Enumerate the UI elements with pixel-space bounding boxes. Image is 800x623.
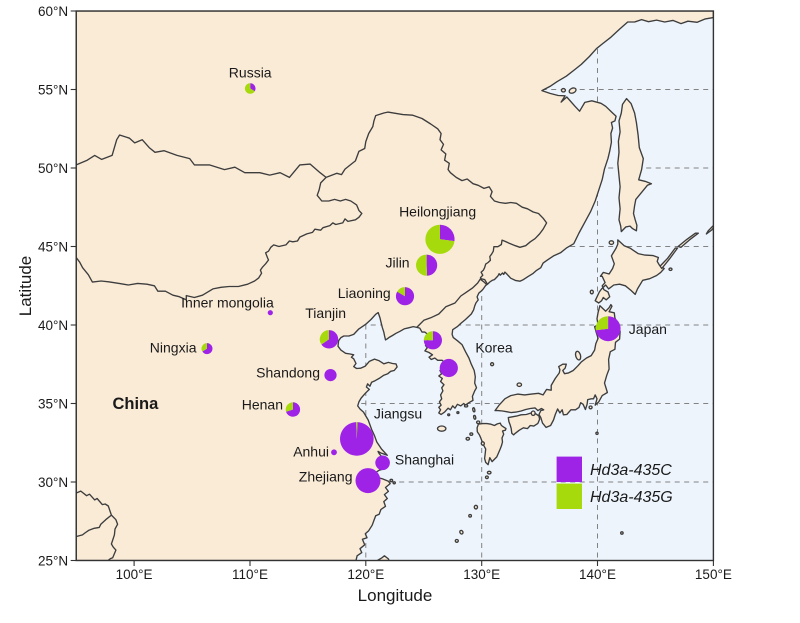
svg-text:Henan: Henan bbox=[242, 397, 283, 413]
svg-text:55°N: 55°N bbox=[38, 82, 68, 97]
svg-text:China: China bbox=[112, 395, 159, 413]
svg-text:Russia: Russia bbox=[229, 65, 272, 81]
svg-text:Anhui: Anhui bbox=[293, 444, 329, 460]
svg-text:Hd3a-435C: Hd3a-435C bbox=[590, 462, 672, 479]
svg-text:110°E: 110°E bbox=[232, 567, 268, 582]
svg-text:30°N: 30°N bbox=[38, 475, 68, 490]
svg-text:45°N: 45°N bbox=[38, 239, 68, 254]
svg-text:Longitude: Longitude bbox=[358, 586, 433, 605]
svg-text:Zhejiang: Zhejiang bbox=[299, 469, 353, 485]
svg-text:Latitude: Latitude bbox=[16, 256, 35, 317]
svg-text:50°N: 50°N bbox=[38, 161, 68, 176]
svg-text:Japan: Japan bbox=[629, 321, 667, 337]
svg-text:120°E: 120°E bbox=[347, 567, 384, 582]
svg-text:Shanghai: Shanghai bbox=[395, 452, 454, 468]
svg-text:Ningxia: Ningxia bbox=[150, 340, 197, 356]
svg-text:Shandong: Shandong bbox=[256, 365, 320, 381]
svg-text:Korea: Korea bbox=[475, 340, 513, 356]
svg-text:100°E: 100°E bbox=[116, 567, 153, 582]
svg-text:Tianjin: Tianjin bbox=[305, 305, 346, 321]
svg-text:40°N: 40°N bbox=[38, 318, 68, 333]
svg-text:25°N: 25°N bbox=[38, 553, 68, 568]
svg-text:Jiangsu: Jiangsu bbox=[374, 406, 422, 422]
svg-text:Inner mongolia: Inner mongolia bbox=[181, 295, 274, 311]
svg-text:Hd3a-435G: Hd3a-435G bbox=[590, 489, 673, 506]
svg-text:130°E: 130°E bbox=[463, 567, 500, 582]
svg-text:60°N: 60°N bbox=[38, 4, 68, 19]
svg-text:Heilongjiang: Heilongjiang bbox=[399, 204, 476, 220]
svg-text:140°E: 140°E bbox=[579, 567, 616, 582]
svg-text:Jilin: Jilin bbox=[385, 255, 409, 271]
svg-text:Liaoning: Liaoning bbox=[338, 285, 391, 301]
svg-text:150°E: 150°E bbox=[695, 567, 732, 582]
svg-text:35°N: 35°N bbox=[38, 396, 68, 411]
